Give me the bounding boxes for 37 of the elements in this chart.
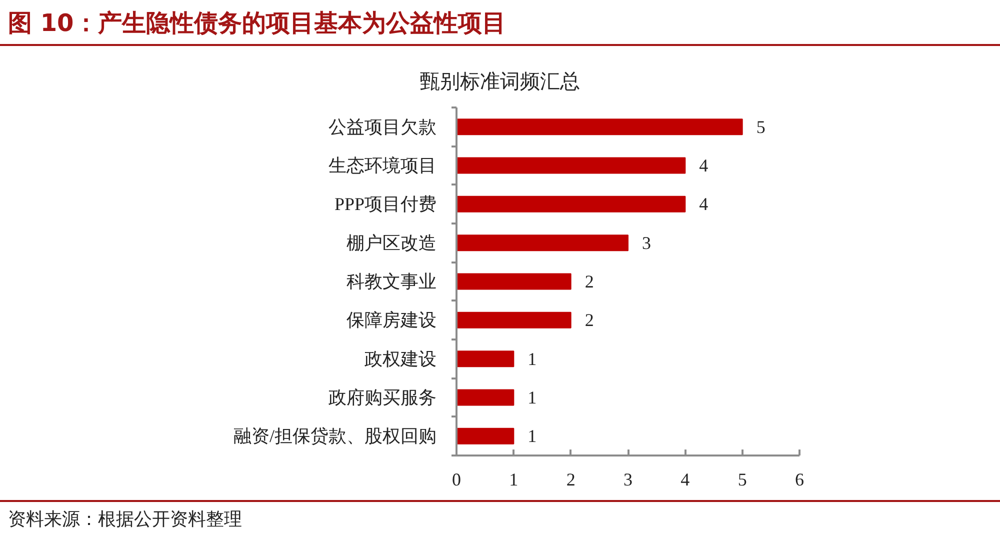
bar — [456, 312, 572, 328]
x-tick-label: 4 — [680, 470, 690, 490]
y-tick-label: 政权建设 — [364, 348, 436, 369]
data-label: 1 — [528, 426, 537, 446]
y-tick-label: PPP项目付费 — [334, 194, 437, 214]
y-tick-label: 棚户区改造 — [346, 232, 436, 253]
data-label: 1 — [528, 348, 537, 369]
y-tick-label: 政府购买服务 — [328, 388, 436, 408]
y-tick-label: 生态环境项目 — [328, 156, 436, 176]
bar — [456, 350, 514, 368]
bar — [456, 157, 686, 174]
x-tick-label: 6 — [795, 470, 804, 490]
text: 图 10：产生隐性债务的项目基本为公益性项目 — [0, 0, 1000, 46]
x-tick-label: 5 — [738, 470, 747, 490]
text: 资料来源：根据公开资料整理 — [0, 500, 1000, 536]
bar — [456, 428, 514, 444]
data-label: 2 — [584, 310, 594, 330]
data-label: 2 — [584, 272, 594, 292]
data-label: 4 — [699, 156, 708, 176]
y-tick-label: 公益项目欠款 — [328, 116, 436, 137]
bar — [456, 234, 628, 252]
data-label: 5 — [756, 116, 766, 137]
x-tick-label: 0 — [452, 470, 461, 490]
x-tick-label: 1 — [509, 470, 518, 490]
y-tick-label: 科教文事业 — [346, 272, 436, 292]
chart-subtitle: 甄别标准词频汇总 — [419, 70, 581, 95]
y-tick-label: 融资/担保贷款、股权回购 — [234, 426, 437, 446]
x-tick-label: 3 — [624, 470, 632, 490]
bar — [456, 273, 572, 290]
data-label: 4 — [699, 194, 708, 214]
data-label: 3 — [642, 232, 651, 253]
bar — [456, 389, 514, 406]
bar — [456, 196, 686, 212]
x-tick-label: 2 — [566, 470, 576, 490]
bar — [456, 118, 743, 136]
data-label: 1 — [528, 388, 537, 408]
y-tick-label: 保障房建设 — [346, 310, 436, 330]
